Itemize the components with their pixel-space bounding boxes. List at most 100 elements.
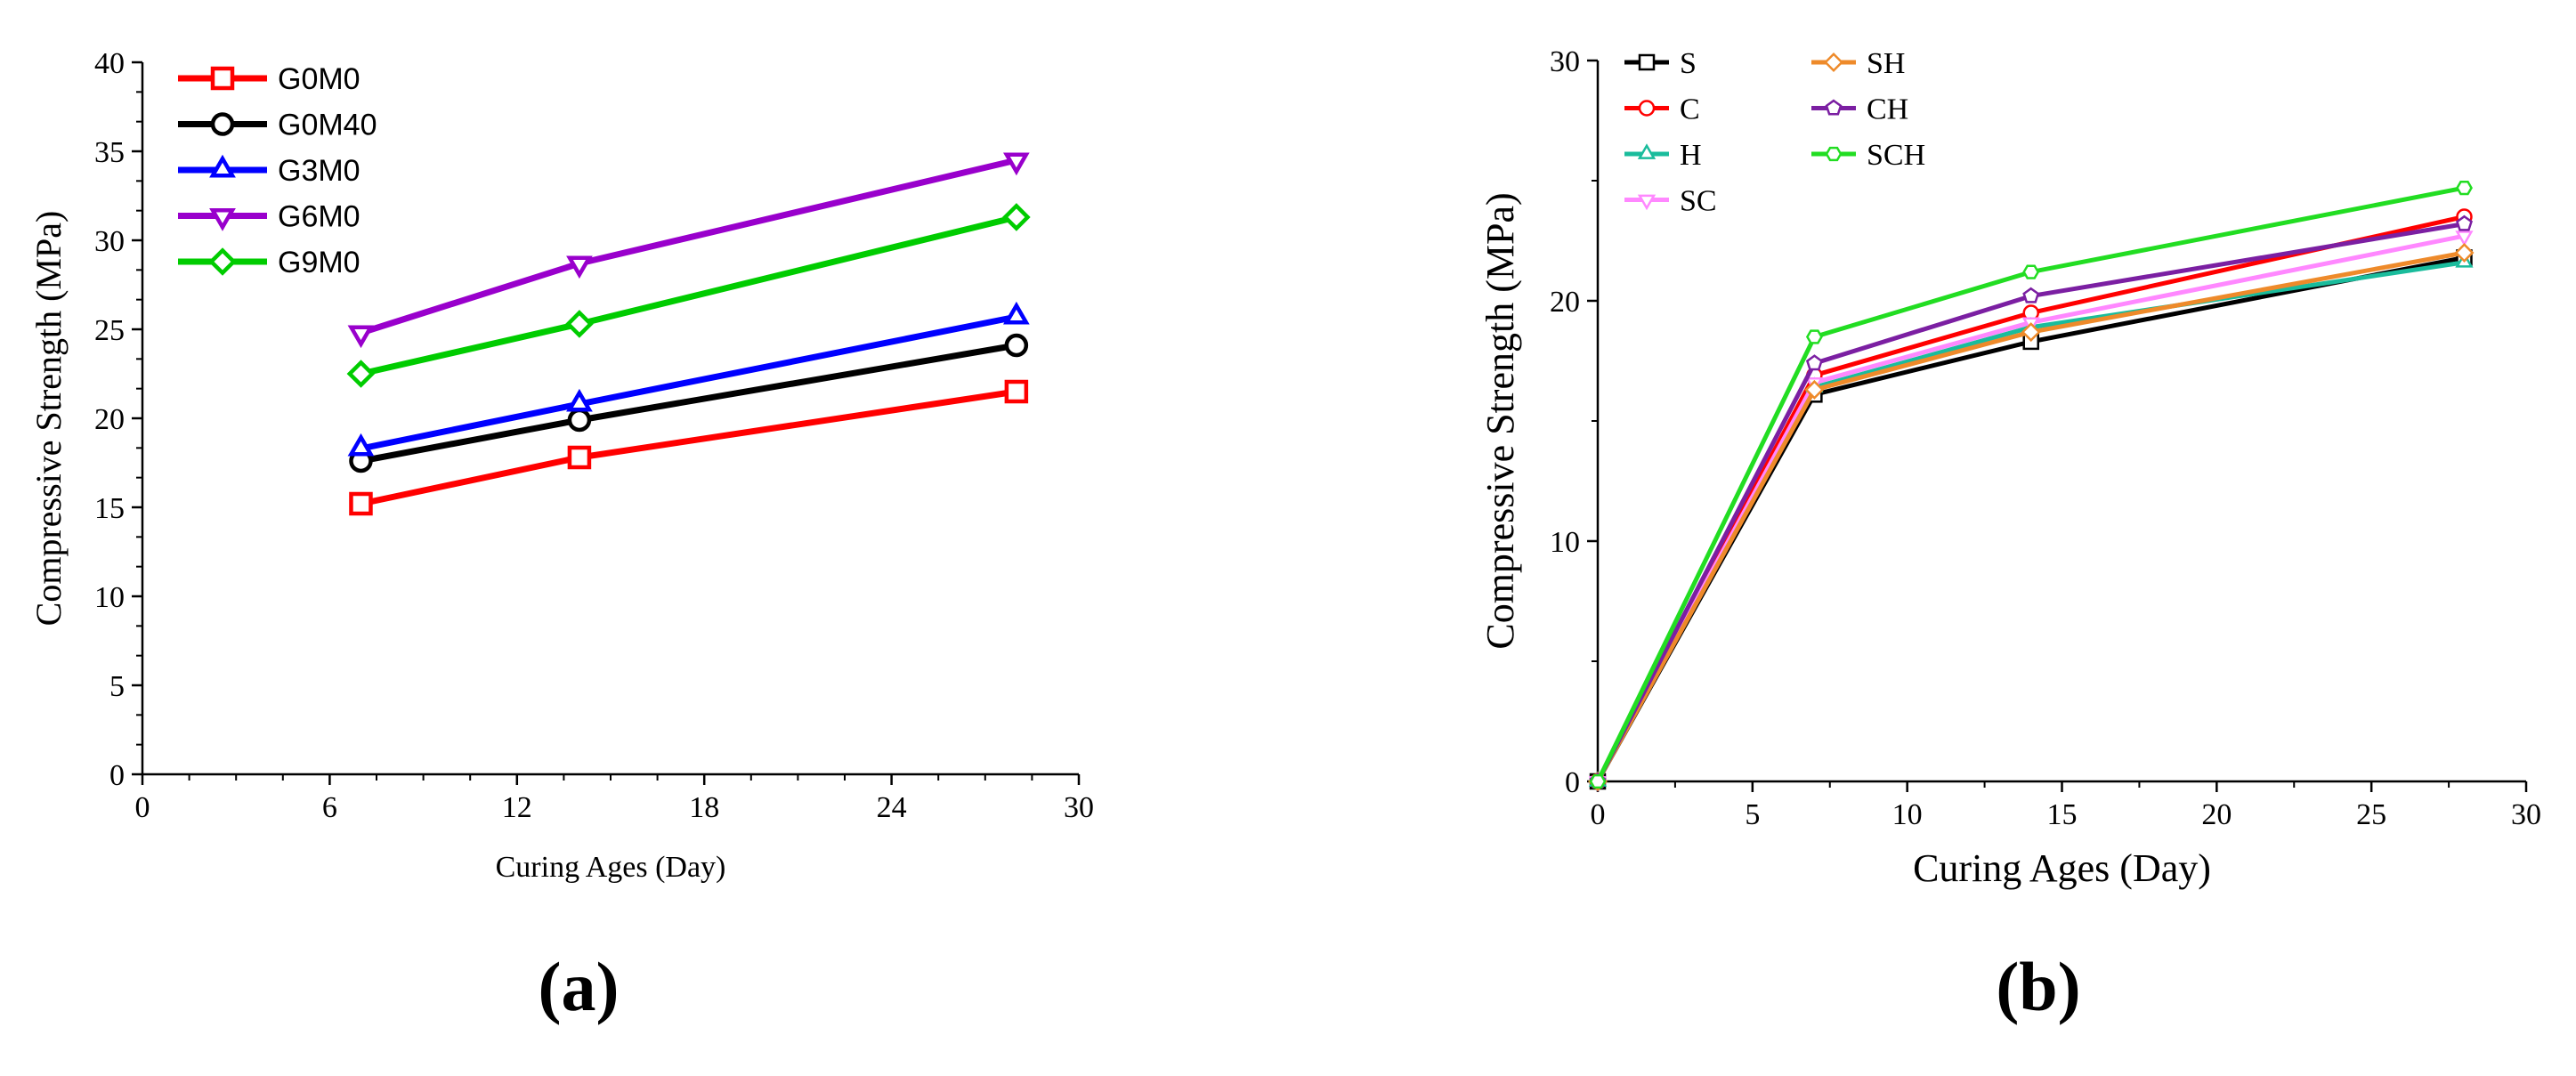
series-SCH [1589,180,2473,789]
data-point-SCH [2022,264,2040,279]
data-point-G0M0 [1004,379,1029,404]
plot-area [346,152,1031,516]
legend-label-SH: SH [1867,47,1905,80]
series-line-SCH [1595,185,2465,783]
series-G6M0 [347,152,1030,349]
data-point-G0M40 [567,408,592,433]
legend-entry-G3M0: G3M0 [178,154,360,188]
legend-label-G0M40: G0M40 [278,109,377,142]
legend-marker-SCH [1825,146,1843,162]
panel-label: (a) [539,948,620,1025]
series-G0M0 [349,379,1029,516]
axes: 0 5 10 15 20 25 30 0 10 20 30 [1550,45,2541,831]
legend-label-S: S [1680,47,1697,80]
series-line-G0M0 [360,388,1017,507]
legend-entry-SC: SC [1624,185,1717,218]
data-point-G6M0 [1002,152,1030,176]
y-tick-label: 15 [94,492,125,525]
series-G9M0 [346,203,1031,388]
data-point-SC [2455,231,2474,247]
legend-label-SCH: SCH [1867,139,1925,172]
data-point-SCH [1805,329,1823,344]
data-point-G0M0 [349,491,373,516]
axes: 0 6 12 18 24 30 0 5 10 15 20 25 30 35 40 [94,47,1094,824]
y-tick-label: 5 [109,670,125,703]
legend-marker-G9M0 [208,247,237,276]
data-point-G9M0 [565,310,594,338]
data-point-SH [1804,379,1825,400]
y-tick-label: 25 [94,314,125,347]
legend-entry-CH: CH [1811,93,1908,126]
y-tick-label: 40 [94,47,125,80]
data-point-G3M0 [1002,301,1030,325]
x-tick-label: 25 [2356,798,2386,831]
x-tick-label: 0 [1591,798,1606,831]
legend-marker-SC [1637,194,1657,211]
series-line-G6M0 [360,157,1017,336]
legend-marker-G3M0 [209,154,236,178]
x-tick-label: 12 [502,791,532,824]
legend-marker-G0M0 [210,66,235,91]
legend-label-G6M0: G6M0 [278,200,360,234]
y-tick-label: 0 [1565,766,1580,799]
legend-label-G0M0: G0M0 [278,62,360,96]
legend-entry-C: C [1624,93,1700,126]
legend: G0M0 G0M40 G3M0 G6M0 G9M0 [178,62,377,279]
series-line-SH [1595,250,2465,783]
legend-marker-S [1638,53,1656,71]
legend-label-CH: CH [1867,93,1908,126]
data-point-SH [2021,322,2041,343]
x-tick-label: 10 [1892,798,1923,831]
series-CH [1589,214,2473,789]
data-point-G3M0 [347,433,375,457]
legend-entry-G6M0: G6M0 [178,200,360,234]
y-tick-label: 10 [1550,526,1580,559]
data-point-G3M0 [566,388,593,412]
legend-label-G3M0: G3M0 [278,154,360,188]
legend-entry-G9M0: G9M0 [178,246,360,279]
legend-marker-G0M40 [210,112,235,136]
x-tick-label: 18 [689,791,719,824]
chart-panel-b: 0 5 10 15 20 25 30 0 10 20 30 Curing Ages (Day) Comp… [1478,45,2541,1025]
legend-label-G9M0: G9M0 [278,246,360,279]
x-tick-label: 20 [2201,798,2232,831]
legend-entry-SCH: SCH [1811,139,1925,172]
data-point-SCH [1589,773,1607,789]
series-line-CH [1595,222,2465,783]
data-point-G6M0 [347,325,375,349]
data-point-CH [2456,214,2473,231]
y-axis-label: Compressive Strength (MPa) [28,211,69,627]
legend-entry-SH: SH [1811,47,1905,80]
data-point-SCH [2456,180,2473,196]
plot-area [1588,180,2475,792]
legend-entry-G0M0: G0M0 [178,62,360,96]
y-tick-label: 30 [1550,45,1580,78]
x-axis-label: Curing Ages (Day) [496,851,726,884]
series-G3M0 [347,301,1030,457]
chart-panel-a: 0 6 12 18 24 30 0 5 10 15 20 25 30 35 40 Curing Ages (D… [28,47,1094,1025]
legend-label-SC: SC [1680,185,1717,218]
legend-entry-G0M40: G0M40 [178,109,377,142]
legend-marker-H [1637,143,1657,159]
data-point-G6M0 [566,255,593,279]
legend-marker-C [1638,100,1656,117]
x-tick-label: 5 [1745,798,1760,831]
y-tick-label: 0 [109,759,125,792]
data-point-SH [2454,243,2475,263]
panel-label: (b) [1996,948,2080,1025]
y-tick-label: 30 [94,225,125,258]
legend-label-C: C [1680,93,1700,126]
x-tick-label: 6 [322,791,337,824]
y-axis-label: Compressive Strength (MPa) [1478,192,1522,649]
data-point-G0M40 [1004,333,1029,358]
series-SH [1588,243,2475,791]
data-point-CH [1805,354,1823,371]
legend-marker-G6M0 [209,207,236,231]
x-tick-label: 15 [2047,798,2078,831]
x-tick-label: 0 [135,791,150,824]
y-tick-label: 35 [94,136,125,169]
series-line-G3M0 [360,313,1017,452]
data-point-CH [2022,287,2040,303]
